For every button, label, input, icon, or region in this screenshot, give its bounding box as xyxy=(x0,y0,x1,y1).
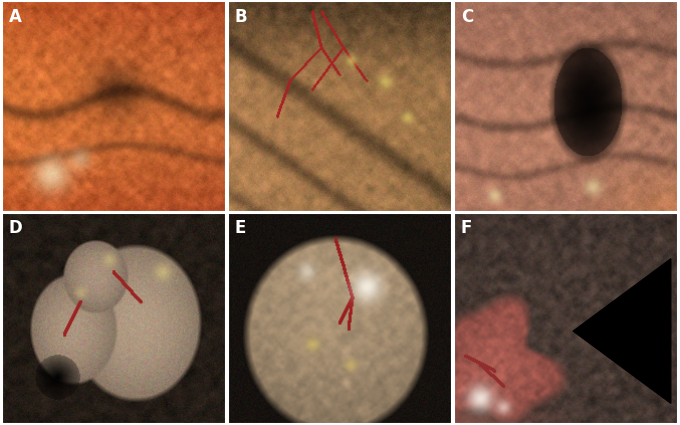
Text: A: A xyxy=(9,8,22,25)
Text: C: C xyxy=(461,8,473,25)
Text: F: F xyxy=(461,219,472,238)
Text: B: B xyxy=(235,8,248,25)
Text: E: E xyxy=(235,219,246,238)
Text: D: D xyxy=(9,219,22,238)
